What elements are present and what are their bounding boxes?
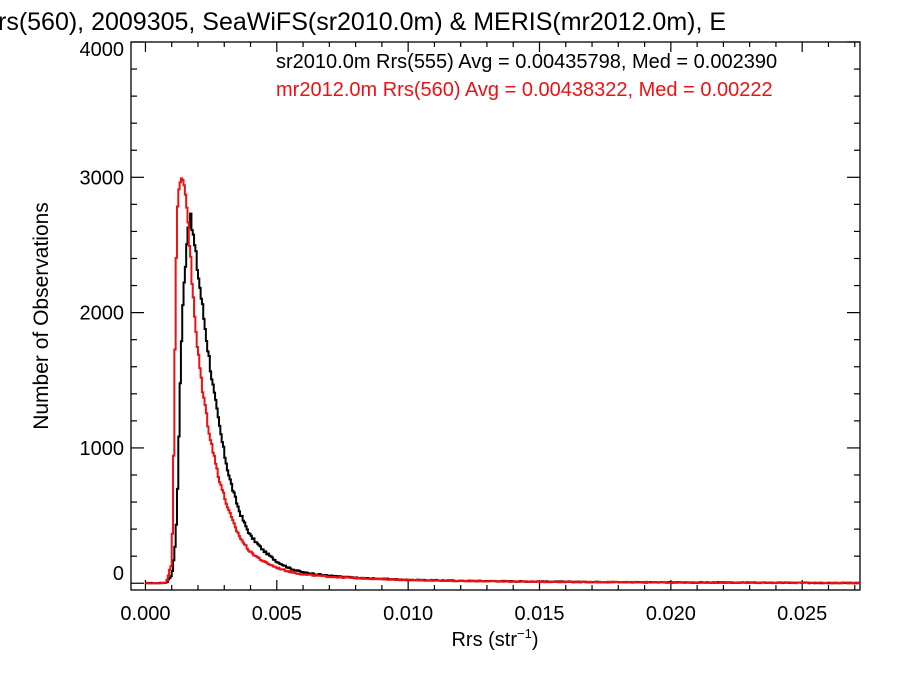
- legend-entry-series-2: mr2012.0m Rrs(560) Avg = 0.00438322, Med…: [276, 79, 773, 101]
- x-tick-label: 0.015: [514, 603, 564, 625]
- y-tick-label: 2000: [80, 303, 125, 325]
- x-tick-label: 0.020: [646, 603, 696, 625]
- x-tick-label: 0.005: [252, 603, 302, 625]
- y-tick-label: 1000: [80, 438, 125, 460]
- y-tick-label: 3000: [80, 167, 125, 189]
- plot-frame: [130, 41, 861, 591]
- x-axis-label: Rrs (str−1): [451, 626, 538, 651]
- y-axis-label: Number of Observations: [30, 202, 53, 430]
- legend-entry-series-1: sr2010.0m Rrs(555) Avg = 0.00435798, Med…: [276, 51, 777, 73]
- y-tick-label: 0: [113, 563, 124, 585]
- y-tick-label: 4000: [80, 39, 125, 61]
- series-line-2: [145, 177, 860, 585]
- x-axis-label-exponent: −1: [517, 626, 532, 641]
- x-tick-labels: 0.000 0.005 0.010 0.015 0.020 0.025: [120, 603, 827, 625]
- x-tick-label: 0.000: [120, 603, 170, 625]
- x-axis-label-base: Rrs (str: [451, 629, 517, 651]
- plot-area: [130, 41, 861, 591]
- x-tick-label: 0.010: [383, 603, 433, 625]
- y-tick-labels: 0 1000 2000 3000 4000: [80, 39, 125, 585]
- series-line-1: [145, 212, 860, 585]
- axis-ticks: [131, 41, 860, 590]
- chart-title: rs(560), 2009305, SeaWiFS(sr2010.0m) & M…: [0, 8, 726, 36]
- series-layer: [145, 177, 860, 585]
- x-tick-label: 0.025: [777, 603, 827, 625]
- x-axis-label-close: ): [532, 629, 539, 651]
